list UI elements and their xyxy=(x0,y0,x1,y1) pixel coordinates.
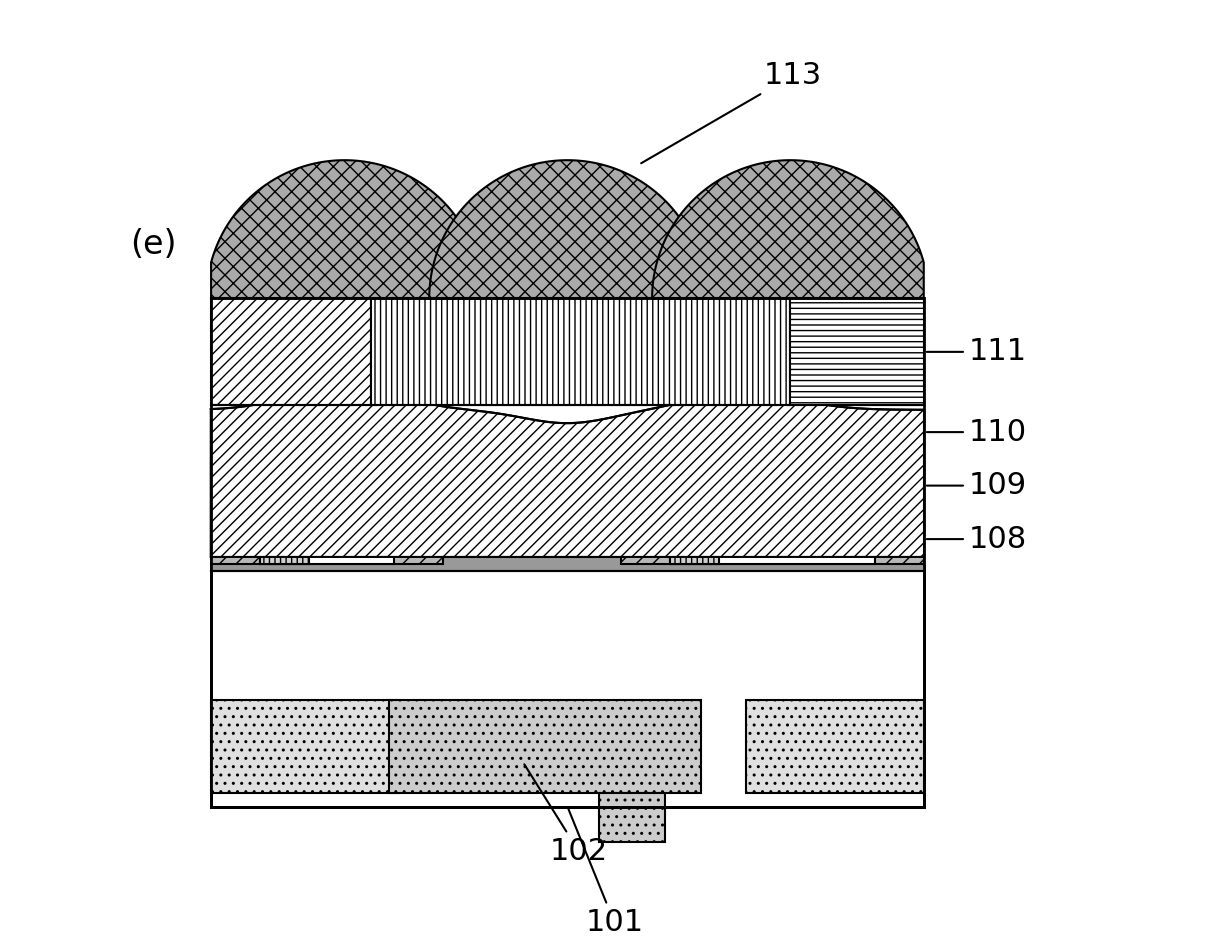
Bar xyxy=(211,299,371,405)
Text: 111: 111 xyxy=(927,337,1027,366)
Bar xyxy=(791,299,924,405)
Polygon shape xyxy=(652,160,924,299)
Bar xyxy=(621,459,924,564)
Polygon shape xyxy=(430,160,705,299)
Bar xyxy=(389,699,701,793)
Text: 109: 109 xyxy=(927,471,1027,500)
Text: 113: 113 xyxy=(641,61,821,163)
Bar xyxy=(670,459,718,564)
Bar xyxy=(211,459,443,564)
Bar xyxy=(259,517,394,564)
Text: 110: 110 xyxy=(927,417,1027,446)
Bar xyxy=(211,299,924,807)
Text: 102: 102 xyxy=(524,765,608,866)
Polygon shape xyxy=(211,385,924,557)
Bar xyxy=(259,459,308,564)
Bar xyxy=(371,299,791,405)
Text: 101: 101 xyxy=(568,809,644,936)
Text: 108: 108 xyxy=(927,524,1027,553)
Bar xyxy=(211,699,398,793)
Bar xyxy=(211,557,924,571)
Polygon shape xyxy=(211,160,482,299)
Bar xyxy=(211,566,924,807)
Bar xyxy=(745,699,924,793)
Bar xyxy=(599,793,666,842)
Text: (e): (e) xyxy=(131,228,177,261)
Bar xyxy=(670,517,875,564)
